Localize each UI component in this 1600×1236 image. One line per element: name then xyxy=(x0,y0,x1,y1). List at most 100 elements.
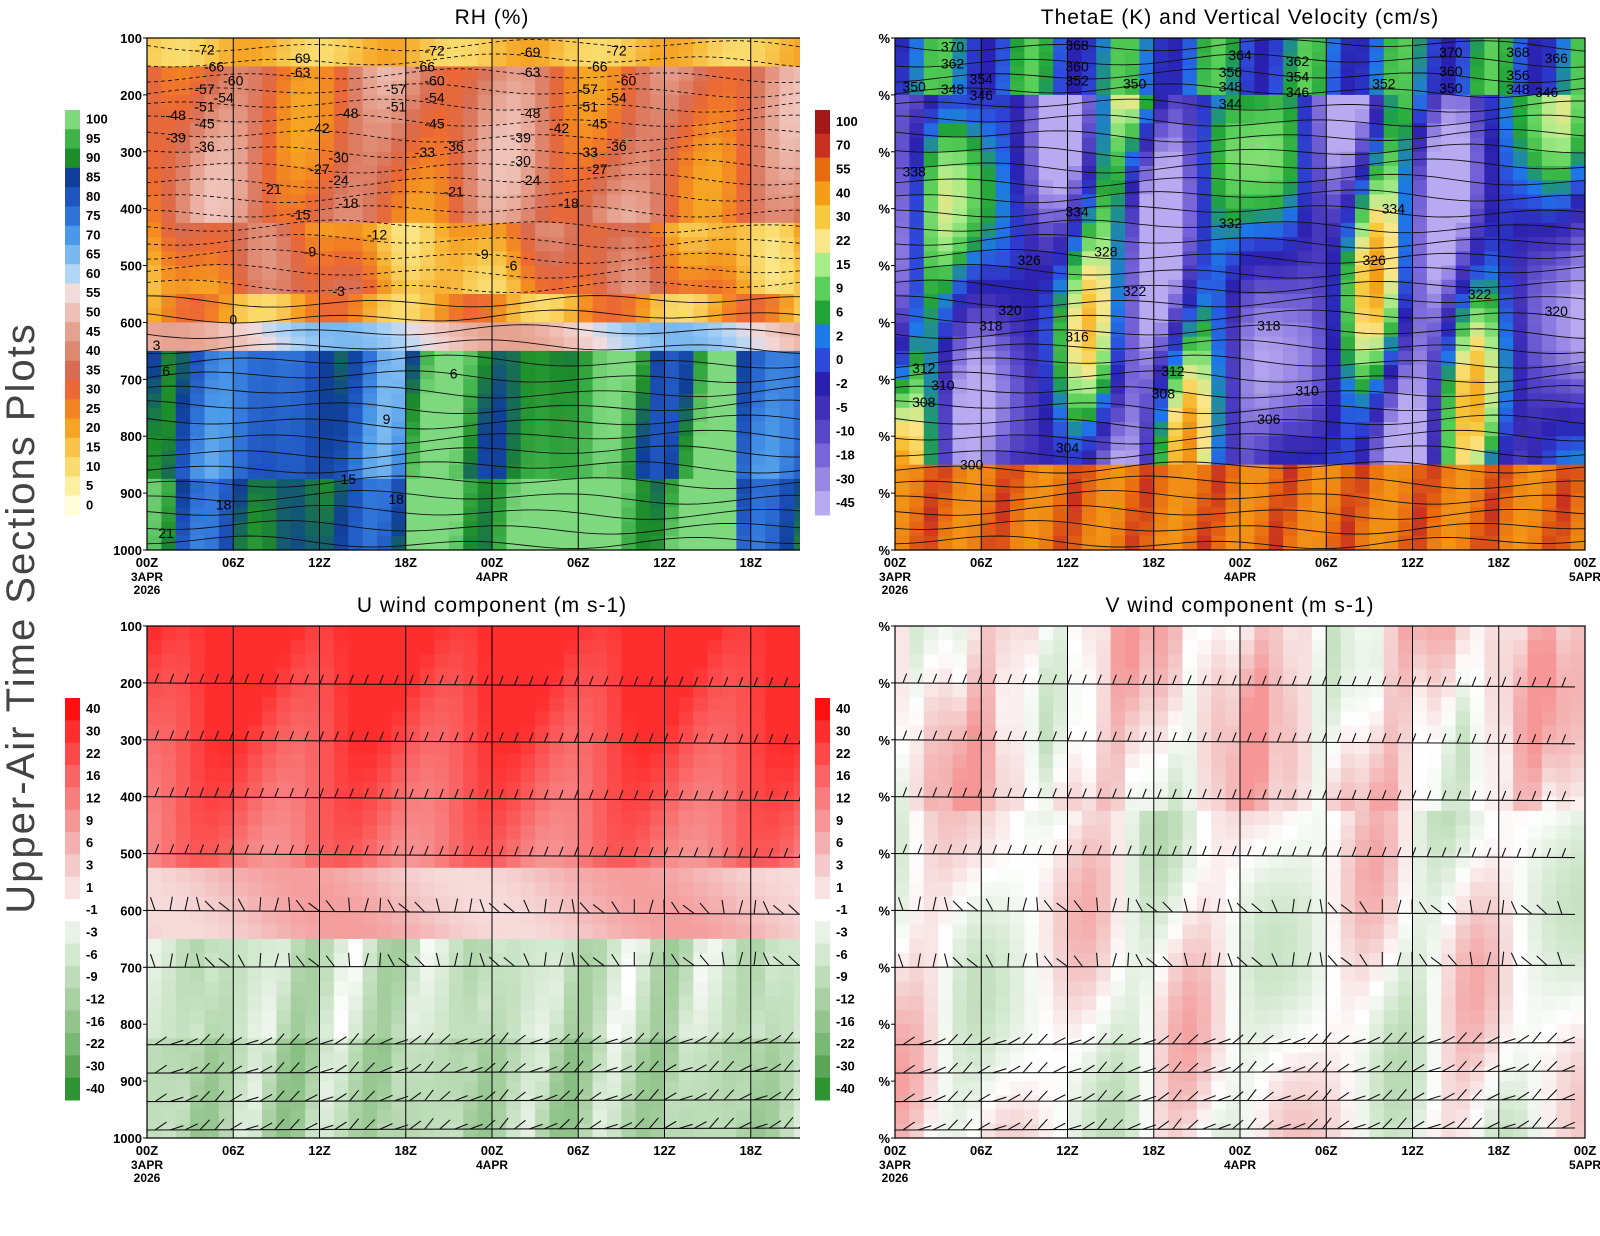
rh-field-cell xyxy=(607,422,622,437)
u_wind-field-cell xyxy=(362,938,378,954)
thetae-field-cell xyxy=(1541,350,1557,366)
thetae-field-cell xyxy=(1541,52,1557,68)
rh-field-cell xyxy=(722,407,737,423)
rh-field-cell xyxy=(391,166,407,181)
rh-field-cell xyxy=(434,322,450,338)
u_wind-field-cell xyxy=(492,1038,507,1054)
u_wind-field-cell xyxy=(247,1038,263,1054)
thetae-field-cell xyxy=(909,66,925,82)
thetae-field-cell xyxy=(1455,265,1471,281)
thetae-field-cell xyxy=(1254,535,1270,551)
thetae-field-cell xyxy=(1470,478,1485,494)
rh-field-cell xyxy=(535,521,551,537)
thetae-field-cell xyxy=(1355,507,1370,523)
rh-x-date-label: 3APR xyxy=(131,570,163,584)
u_wind-field-cell xyxy=(492,924,507,940)
thetae-field-cell xyxy=(1441,478,1457,494)
rh-field-cell xyxy=(333,365,349,380)
rh-field-cell xyxy=(448,336,464,352)
thetae-field-cell xyxy=(1168,450,1184,466)
u_wind-field-cell xyxy=(333,640,349,656)
thetae-field-cell xyxy=(1326,407,1342,423)
u_wind-field-cell xyxy=(348,995,364,1011)
rh-field-cell xyxy=(664,109,680,124)
thetae-field-cell xyxy=(1498,350,1514,366)
thetae-field-cell xyxy=(1110,180,1126,196)
rh-field-cell xyxy=(765,151,781,167)
u_wind-field-cell xyxy=(549,796,565,812)
rh-field-cell xyxy=(319,350,335,366)
u_wind-field-cell xyxy=(520,910,536,926)
thetae-field-cell xyxy=(1455,237,1471,252)
u_wind-field-cell xyxy=(578,754,594,769)
u_wind-field-cell xyxy=(578,1081,594,1096)
rh-contour-label: -24 xyxy=(329,172,349,188)
u_wind-field-cell xyxy=(506,839,522,855)
u_wind-field-cell xyxy=(463,682,479,698)
thetae-field-cell xyxy=(981,322,997,338)
rh-field-cell xyxy=(549,436,565,452)
thetae-field-cell xyxy=(966,109,982,124)
u_wind-field-cell xyxy=(147,768,162,784)
thetae-field-cell xyxy=(1182,237,1198,252)
rh-field-cell xyxy=(175,66,191,82)
thetae-contour-label: 312 xyxy=(1161,363,1185,379)
rh-field-cell xyxy=(750,166,766,181)
rh-field-cell xyxy=(377,336,392,352)
u_wind-field-cell xyxy=(420,967,436,983)
u_wind-field-cell xyxy=(405,768,421,784)
u_wind-field-cell xyxy=(405,1109,421,1125)
u_wind-field-cell xyxy=(175,754,191,769)
u_wind-field-cell xyxy=(348,739,364,755)
u_wind-field-cell xyxy=(147,754,162,769)
rh-field-cell xyxy=(549,52,565,68)
thetae-field-cell xyxy=(1455,166,1471,181)
thetae-field-cell xyxy=(1383,109,1399,124)
thetae-field-cell xyxy=(909,180,925,196)
u_wind-field-cell xyxy=(520,682,536,698)
thetae-field-cell xyxy=(1369,478,1385,494)
rh-field-cell xyxy=(333,422,349,437)
thetae-field-cell xyxy=(952,379,968,395)
rh-field-cell xyxy=(405,94,421,110)
thetae-field-cell xyxy=(1326,251,1342,267)
rh-field-cell xyxy=(362,123,378,139)
rh-field-cell xyxy=(147,166,162,181)
u_wind-field-cell xyxy=(190,853,206,869)
thetae-field-cell xyxy=(1024,80,1040,96)
rh-field-cell xyxy=(175,393,191,409)
thetae-field-cell xyxy=(1240,109,1255,124)
rh-colorbar-swatch xyxy=(65,399,80,420)
rh-field-cell xyxy=(722,350,737,366)
u_wind-field-cell xyxy=(463,967,479,983)
thetae-field-cell xyxy=(938,308,954,324)
u_wind-field-cell xyxy=(333,782,349,798)
thetae-colorbar-swatch xyxy=(815,372,830,397)
u_wind-field-cell xyxy=(434,640,450,656)
thetae-field-cell xyxy=(1153,535,1169,551)
rh-colorbar-label: 20 xyxy=(86,420,100,435)
rh-field-cell xyxy=(218,123,234,139)
thetae-field-cell xyxy=(1182,137,1198,153)
rh-field-cell xyxy=(405,322,421,338)
thetae-field-cell xyxy=(995,52,1011,68)
rh-title: RH (%) xyxy=(455,6,530,29)
thetae-field-cell xyxy=(1254,507,1270,523)
rh-field-cell xyxy=(147,52,162,68)
u_wind-field-cell xyxy=(607,654,622,670)
rh-field-cell xyxy=(535,336,551,352)
rh-field-cell xyxy=(592,521,608,537)
rh-field-cell xyxy=(348,237,364,252)
thetae-field-cell xyxy=(1484,379,1500,395)
u_wind-field-cell xyxy=(319,853,335,869)
rh-field-cell xyxy=(175,137,191,153)
thetae-field-cell xyxy=(1441,379,1457,395)
thetae-field-cell xyxy=(1024,66,1040,82)
u_wind-field-cell xyxy=(578,1052,594,1068)
thetae-field-cell xyxy=(1498,535,1514,551)
thetae-field-cell xyxy=(1168,308,1184,324)
thetae-field-cell xyxy=(1541,493,1557,508)
thetae-field-cell xyxy=(981,478,997,494)
rh-field-cell xyxy=(391,265,407,281)
